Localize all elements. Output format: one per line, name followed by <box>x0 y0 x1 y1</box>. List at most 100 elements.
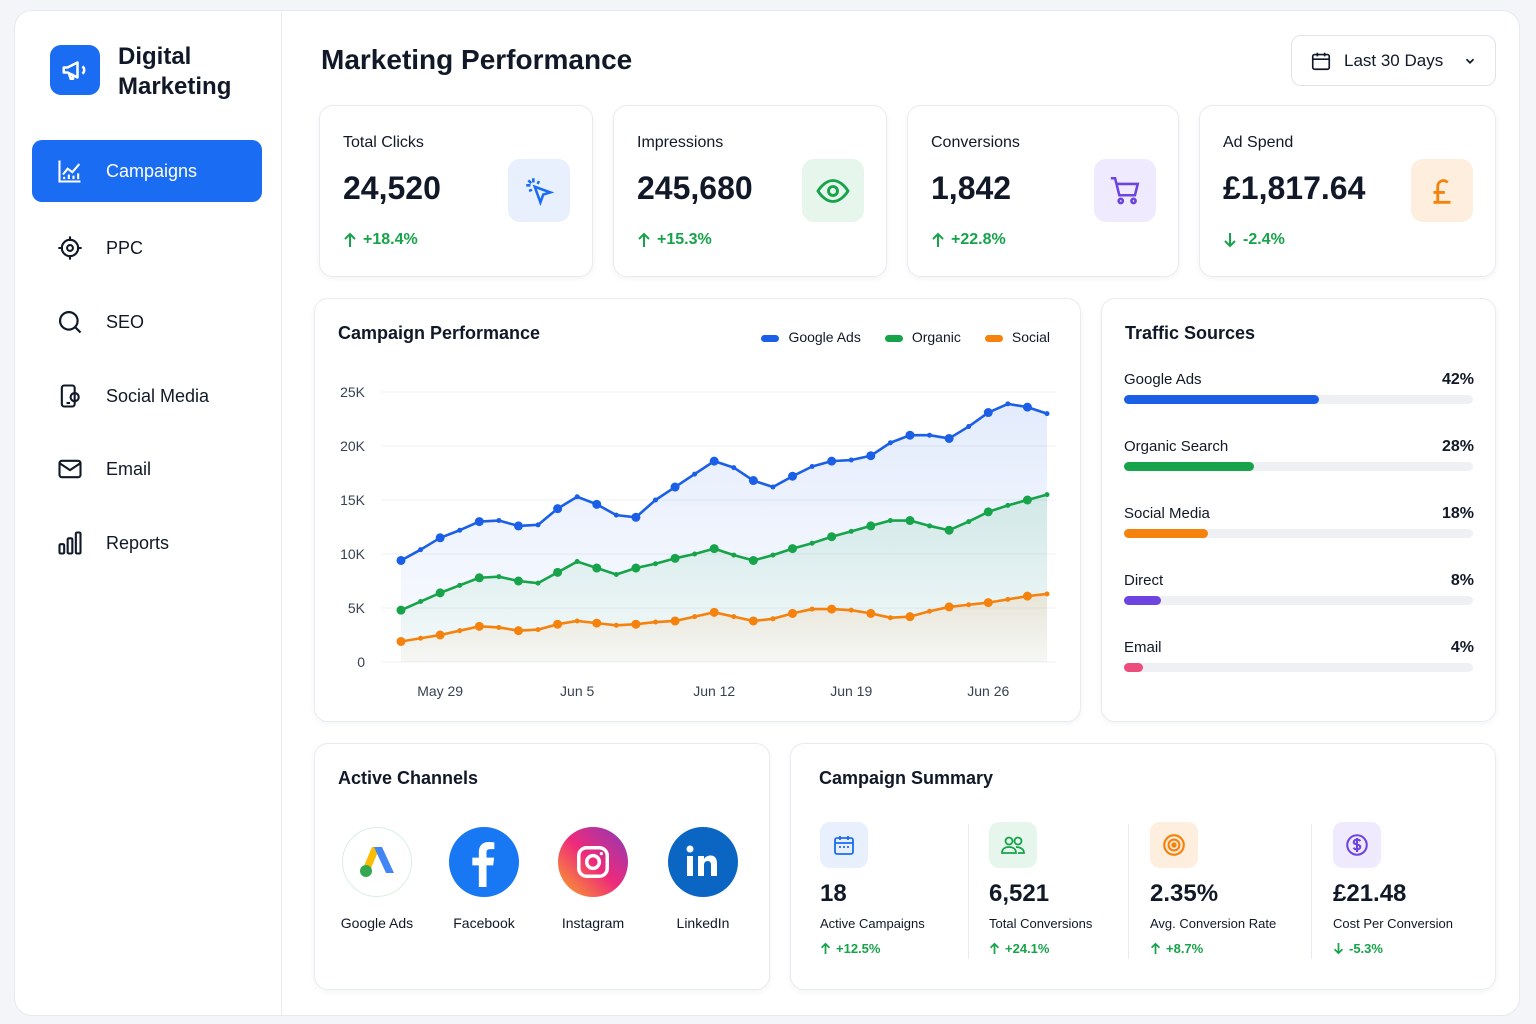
point <box>592 499 602 509</box>
point <box>827 532 837 542</box>
point <box>848 457 854 463</box>
point <box>809 464 815 470</box>
traffic-row: Organic Search 28% <box>1124 438 1474 471</box>
traffic-value: 28% <box>1441 438 1474 455</box>
point <box>944 525 954 535</box>
point <box>1044 492 1050 498</box>
traffic-bar <box>1124 596 1162 605</box>
nav-label: Social Media <box>106 385 210 406</box>
point <box>731 465 737 471</box>
nav-item[interactable]: Social Media <box>32 365 262 427</box>
y-tick-label: 20K <box>340 438 366 454</box>
point <box>535 627 541 633</box>
summary-value: 18 <box>820 880 847 907</box>
point <box>731 614 737 620</box>
point <box>692 471 698 477</box>
kpi-icon <box>1411 159 1473 222</box>
point <box>513 626 523 636</box>
summary-change: +24.1% <box>989 941 1092 956</box>
x-tick-label: Jun 5 <box>560 683 594 699</box>
channel[interactable]: Google Ads <box>322 827 432 931</box>
y-tick-label: 5K <box>348 600 366 616</box>
area <box>401 593 1047 662</box>
traffic-label: Google Ads <box>1124 371 1202 388</box>
point <box>496 574 502 580</box>
y-tick-label: 25K <box>340 384 366 400</box>
point <box>553 504 563 514</box>
kpi-icon <box>508 159 570 222</box>
x-tick-label: Jun 12 <box>693 683 735 699</box>
summary-title: Campaign Summary <box>819 768 994 788</box>
channel[interactable]: Instagram <box>538 827 648 931</box>
traffic-track <box>1124 395 1473 404</box>
traffic-bar <box>1124 462 1255 471</box>
traffic-bar <box>1124 395 1320 404</box>
legend: Google Ads Organic Social <box>761 329 1050 345</box>
traffic-row: Social Media 18% <box>1124 505 1474 538</box>
point <box>435 533 445 543</box>
date-range[interactable]: Last 30 Days <box>1291 35 1496 86</box>
summary-value: 2.35% <box>1150 880 1219 907</box>
date-range-label: Last 30 Days <box>1344 50 1444 70</box>
traffic-label: Organic Search <box>1124 438 1229 455</box>
point <box>1044 591 1050 597</box>
point <box>613 622 619 628</box>
point <box>1005 502 1011 508</box>
summary-change: +8.7% <box>1150 941 1276 956</box>
nav-item[interactable]: Campaigns <box>32 140 262 202</box>
traffic-value: 4% <box>1450 639 1474 656</box>
logo-icon <box>62 61 86 80</box>
point <box>748 616 758 626</box>
x-tick-label: May 29 <box>417 683 463 699</box>
summary-value: 6,521 <box>989 880 1050 907</box>
kpi-value: 1,842 <box>931 170 1012 206</box>
point <box>927 608 933 614</box>
point <box>709 456 719 466</box>
point <box>496 624 502 630</box>
point <box>631 619 641 629</box>
point <box>457 628 463 634</box>
chart-card: Campaign Performance Google Ads Organic So… <box>314 298 1081 722</box>
point <box>574 559 580 565</box>
point <box>709 607 719 617</box>
point <box>966 519 972 525</box>
point <box>535 522 541 528</box>
point <box>592 618 602 628</box>
channel[interactable]: Facebook <box>429 827 539 931</box>
channels-card: Active Channels Google Ads Facebook Inst… <box>314 743 770 990</box>
traffic-bar <box>1124 529 1208 538</box>
point <box>731 552 737 558</box>
point <box>670 482 680 492</box>
point <box>944 433 954 443</box>
channel[interactable]: LinkedIn <box>648 827 758 931</box>
point <box>631 512 641 522</box>
point <box>966 424 972 430</box>
brand: Digital Marketing <box>118 43 232 100</box>
channel-label: LinkedIn <box>676 915 730 931</box>
y-tick-label: 10K <box>340 546 366 562</box>
point <box>1022 402 1032 412</box>
point <box>905 612 915 622</box>
kpi-label: Conversions <box>931 134 1020 151</box>
kpi-card: Total Clicks 24,520 +18.4% <box>319 105 593 277</box>
kpi-card: Conversions 1,842 +22.8% <box>907 105 1179 277</box>
nav-item[interactable]: Reports <box>32 512 262 574</box>
summary-label: Cost Per Conversion <box>1333 916 1453 931</box>
nav-label: Email <box>106 458 152 479</box>
nav-item[interactable]: SEO <box>32 291 262 353</box>
point <box>435 588 445 598</box>
traffic-row: Google Ads 42% <box>1124 371 1474 404</box>
point <box>983 408 993 418</box>
kpi-card: Ad Spend £1,817.64 -2.4% <box>1199 105 1496 277</box>
point <box>692 614 698 620</box>
nav-item[interactable]: Email <box>32 438 262 500</box>
point <box>866 521 876 531</box>
traffic-value: 42% <box>1441 371 1474 388</box>
point <box>474 621 484 631</box>
summary-label: Total Conversions <box>989 916 1093 931</box>
point <box>944 602 954 612</box>
legend-swatch <box>761 334 780 342</box>
nav-label: SEO <box>106 311 145 332</box>
traffic-track <box>1124 596 1473 605</box>
nav-item[interactable]: PPC <box>32 217 262 279</box>
